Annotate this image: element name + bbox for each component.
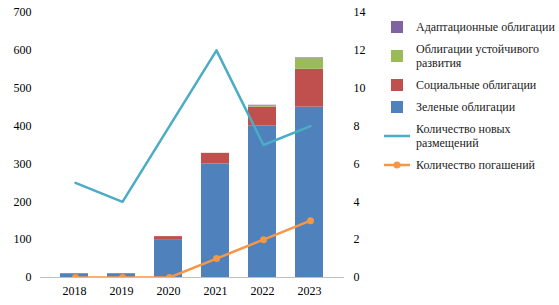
svg-text:2020: 2020 — [157, 284, 181, 298]
svg-text:2021: 2021 — [204, 284, 228, 298]
svg-text:2019: 2019 — [110, 284, 134, 298]
svg-text:2023: 2023 — [298, 284, 322, 298]
svg-text:0: 0 — [354, 270, 360, 284]
svg-text:2022: 2022 — [251, 284, 275, 298]
html-text:Количество погашений: Количество погашений — [416, 158, 535, 172]
svg-text:12: 12 — [354, 43, 366, 57]
html-text:Зеленые облигации: Зеленые облигации — [416, 100, 516, 114]
svg-text:14: 14 — [354, 5, 366, 19]
svg-text:10: 10 — [354, 81, 366, 95]
html-text:Количество новых размещений: Количество новых размещений — [416, 122, 511, 150]
svg-text:6: 6 — [354, 157, 360, 171]
html-text:Облигации устойчивого развития: Облигации устойчивого развития — [416, 42, 539, 70]
html-text:Социальные облигации: Социальные облигации — [416, 78, 537, 92]
svg-text:8: 8 — [354, 119, 360, 133]
svg-text:400: 400 — [14, 119, 32, 133]
svg-text:0: 0 — [26, 270, 32, 284]
svg-text:200: 200 — [14, 195, 32, 209]
svg-text:300: 300 — [14, 157, 32, 171]
svg-text:500: 500 — [14, 81, 32, 95]
svg-text:600: 600 — [14, 43, 32, 57]
svg-text:2018: 2018 — [63, 284, 87, 298]
svg-text:2: 2 — [354, 232, 360, 246]
svg-text:100: 100 — [14, 232, 32, 246]
html-text:Адаптационные облигации: Адаптационные облигации — [416, 20, 555, 34]
svg-text:700: 700 — [14, 5, 32, 19]
svg-text:4: 4 — [354, 195, 360, 209]
